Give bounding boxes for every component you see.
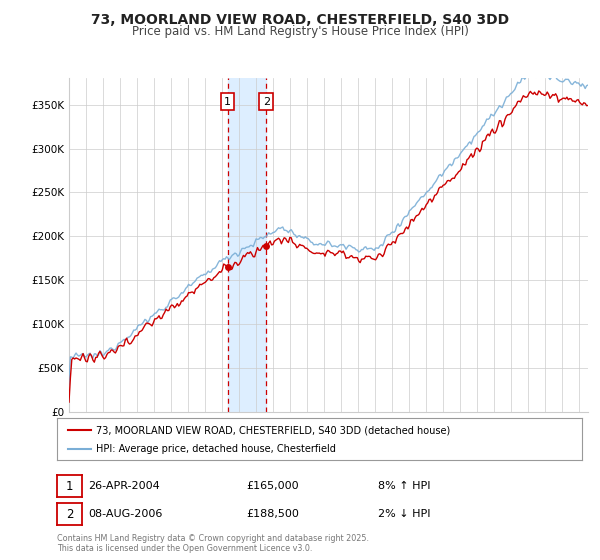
Text: 08-AUG-2006: 08-AUG-2006: [88, 508, 163, 519]
Bar: [227, 78, 266, 412]
Text: 8% ↑ HPI: 8% ↑ HPI: [378, 480, 431, 491]
Text: £165,000: £165,000: [246, 480, 299, 491]
Text: 2: 2: [66, 507, 73, 521]
Text: 26-APR-2004: 26-APR-2004: [88, 480, 160, 491]
Text: 2% ↓ HPI: 2% ↓ HPI: [378, 508, 431, 519]
Text: 1: 1: [224, 97, 231, 107]
Text: Price paid vs. HM Land Registry's House Price Index (HPI): Price paid vs. HM Land Registry's House …: [131, 25, 469, 38]
Text: 73, MOORLAND VIEW ROAD, CHESTERFIELD, S40 3DD: 73, MOORLAND VIEW ROAD, CHESTERFIELD, S4…: [91, 13, 509, 27]
Text: Contains HM Land Registry data © Crown copyright and database right 2025.
This d: Contains HM Land Registry data © Crown c…: [57, 534, 369, 553]
Text: £188,500: £188,500: [246, 508, 299, 519]
Text: 1: 1: [66, 479, 73, 493]
Text: HPI: Average price, detached house, Chesterfield: HPI: Average price, detached house, Ches…: [97, 445, 336, 454]
Text: 2: 2: [263, 97, 270, 107]
Text: 73, MOORLAND VIEW ROAD, CHESTERFIELD, S40 3DD (detached house): 73, MOORLAND VIEW ROAD, CHESTERFIELD, S4…: [97, 425, 451, 435]
